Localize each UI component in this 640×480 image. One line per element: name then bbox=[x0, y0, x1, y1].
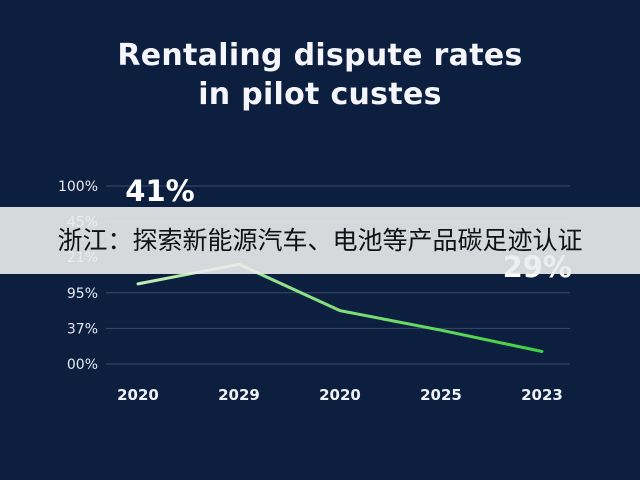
value-callout: 41% bbox=[125, 174, 194, 208]
y-tick-label: 100% bbox=[58, 179, 98, 195]
y-tick-label: 37% bbox=[67, 321, 98, 337]
series-line bbox=[136, 262, 544, 353]
y-tick-label: 95% bbox=[67, 286, 98, 302]
chart-title-line-2: in pilot custes bbox=[198, 77, 442, 112]
x-tick-label: 2020 bbox=[319, 386, 361, 404]
x-tick-label: 2023 bbox=[521, 386, 563, 404]
x-tick-label: 2020 bbox=[117, 386, 159, 404]
chart-title-line-1: Rentaling dispute rates bbox=[117, 38, 523, 73]
x-tick-label: 2029 bbox=[218, 386, 260, 404]
chart-title: Rentaling dispute rates in pilot custes bbox=[0, 36, 640, 114]
caption-banner: 浙江：探索新能源汽车、电池等产品碳足迹认证 bbox=[0, 207, 640, 274]
x-axis-ticks: 2020 2029 2020 2025 2023 bbox=[117, 386, 563, 404]
x-tick-label: 2025 bbox=[420, 386, 462, 404]
y-tick-label: 00% bbox=[67, 357, 98, 373]
